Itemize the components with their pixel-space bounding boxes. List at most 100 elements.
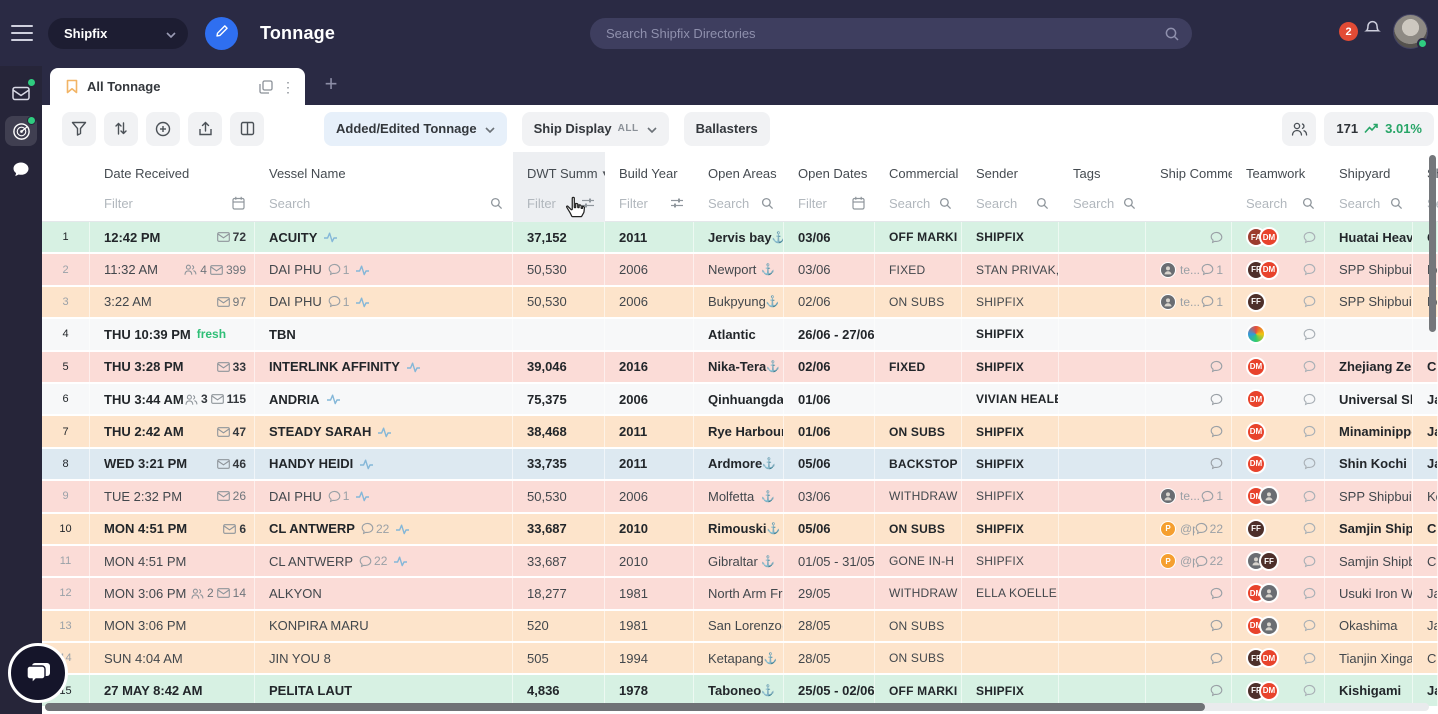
add-button[interactable] — [146, 111, 180, 146]
column-filter-shipyard[interactable]: Search — [1325, 188, 1413, 218]
table-row[interactable]: 2 11:32 AM 4 399 DAI PHU 1 50,530 2006 Newport ⚓ 0… — [42, 254, 1438, 287]
teamwork-comment-icon[interactable] — [1303, 652, 1316, 665]
columns-button[interactable] — [230, 111, 264, 146]
comment-count[interactable]: 22 — [1195, 522, 1223, 536]
teamwork-avatars[interactable]: FA DM — [1246, 227, 1279, 248]
search-icon[interactable] — [939, 197, 952, 210]
teamwork-avatars[interactable]: DM — [1246, 421, 1266, 442]
teamwork-comment-icon[interactable] — [1303, 263, 1316, 276]
user-avatar[interactable] — [1393, 14, 1428, 49]
add-comment-icon[interactable] — [1210, 457, 1223, 470]
teamwork-avatars[interactable]: FF DM — [1246, 680, 1279, 701]
activity-pulse-icon[interactable] — [395, 523, 410, 535]
teamwork-avatars[interactable]: DM — [1246, 615, 1279, 636]
search-icon[interactable] — [1123, 197, 1136, 210]
add-comment-icon[interactable] — [1210, 619, 1223, 632]
activity-pulse-icon[interactable] — [323, 231, 338, 243]
comment-count[interactable]: 1 — [1201, 295, 1223, 309]
table-row[interactable]: 12 MON 3:06 PM 2 14 ALKYON 18,277 1981 North Ar… — [42, 578, 1438, 611]
teamwork-avatars[interactable]: DM — [1246, 389, 1266, 410]
teamwork-avatars[interactable]: DM — [1246, 583, 1279, 604]
shared-users-button[interactable] — [1282, 111, 1317, 146]
vessel-comment-count[interactable]: 22 — [361, 522, 389, 536]
table-row[interactable]: 9 TUE 2:32 PM 26 DAI PHU 1 50,530 2006 Molfetta… — [42, 481, 1438, 514]
column-filter-sender[interactable]: Search — [962, 188, 1059, 218]
teamwork-comment-icon[interactable] — [1303, 457, 1316, 470]
column-header-commercial-s[interactable]: Commercial S — [875, 160, 962, 186]
teamwork-comment-icon[interactable] — [1303, 425, 1316, 438]
vessel-comment-count[interactable]: 1 — [328, 295, 349, 309]
add-comment-icon[interactable] — [1210, 587, 1223, 600]
teamwork-comment-icon[interactable] — [1303, 295, 1316, 308]
column-header-sender[interactable]: Sender — [962, 160, 1059, 186]
sidebar-item-chat[interactable] — [5, 154, 37, 184]
compose-button[interactable] — [205, 16, 238, 50]
hamburger-menu-icon[interactable] — [11, 25, 33, 41]
column-header-tags[interactable]: Tags — [1059, 160, 1146, 186]
search-icon[interactable] — [1390, 197, 1403, 210]
column-header-open-dates[interactable]: Open Dates — [784, 160, 875, 186]
table-row[interactable]: 7 THU 2:42 AM 47 STEADY SARAH 38,468 2011 Rye … — [42, 416, 1438, 449]
sort-button[interactable] — [104, 111, 138, 146]
column-header-date-received[interactable]: Date Received — [90, 160, 255, 186]
teamwork-avatars[interactable]: FF DM — [1246, 648, 1279, 669]
column-header-shipyard[interactable]: Shipyard — [1325, 160, 1413, 186]
ballasters-button[interactable]: Ballasters — [683, 111, 770, 146]
new-tab-button[interactable]: + — [324, 71, 338, 96]
table-row[interactable]: 3 3:22 AM 97 DAI PHU 1 50,530 2006 Bukpyung ⚓ 02/… — [42, 286, 1438, 320]
workspace-selector[interactable]: Shipfix — [48, 17, 188, 49]
teamwork-comment-icon[interactable] — [1303, 587, 1316, 600]
column-filter-date-received[interactable]: Filter — [90, 188, 255, 218]
duplicate-icon[interactable] — [259, 79, 273, 94]
comment-count[interactable]: 22 — [1195, 554, 1223, 568]
column-filter-commercial-s[interactable]: Search — [875, 188, 962, 218]
vertical-scrollbar[interactable] — [1429, 155, 1436, 332]
column-header-vessel-name[interactable]: Vessel Name — [255, 160, 513, 186]
add-comment-icon[interactable] — [1210, 393, 1223, 406]
teamwork-avatars[interactable]: DM — [1246, 356, 1266, 377]
column-filter-tags[interactable]: Search — [1059, 188, 1146, 218]
sidebar-item-inbox[interactable] — [5, 78, 37, 108]
teamwork-comment-icon[interactable] — [1303, 360, 1316, 373]
teamwork-comment-icon[interactable] — [1303, 684, 1316, 697]
activity-pulse-icon[interactable] — [355, 490, 370, 502]
activity-pulse-icon[interactable] — [393, 555, 408, 567]
activity-pulse-icon[interactable] — [359, 458, 374, 470]
horizontal-scrollbar-track[interactable] — [45, 703, 1429, 711]
search-icon[interactable] — [761, 197, 774, 210]
teamwork-comment-icon[interactable] — [1303, 231, 1316, 244]
column-header-build-year[interactable]: Build Year — [605, 160, 694, 186]
table-row[interactable]: 5 THU 3:28 PM 33 INTERLINK AFFINITY 39,046 20… — [42, 351, 1438, 384]
filter-button[interactable] — [62, 111, 96, 146]
comment-count[interactable]: 1 — [1201, 489, 1223, 503]
global-search-input[interactable]: Search Shipfix Directories — [590, 18, 1192, 49]
column-filter-open-areas[interactable]: Search — [694, 188, 784, 218]
calendar-icon[interactable] — [232, 196, 245, 210]
tab-all-tonnage[interactable]: All Tonnage ⋮ — [50, 68, 305, 105]
teamwork-comment-icon[interactable] — [1303, 393, 1316, 406]
teamwork-avatars[interactable]: FF DM — [1246, 259, 1279, 280]
activity-pulse-icon[interactable] — [326, 393, 341, 405]
vessel-comment-count[interactable]: 22 — [359, 554, 387, 568]
search-icon[interactable] — [1302, 197, 1315, 210]
column-header-blank[interactable] — [42, 160, 90, 186]
add-comment-icon[interactable] — [1210, 684, 1223, 697]
activity-pulse-icon[interactable] — [406, 361, 421, 373]
column-header-ship-commen[interactable]: Ship Commen — [1146, 160, 1232, 186]
teamwork-avatars[interactable]: FF — [1246, 518, 1266, 539]
table-row[interactable]: 1 12:42 PM 72 ACUITY 37,152 2011 Jervis bay ⚓ 03… — [42, 222, 1438, 255]
table-row[interactable]: 14 SUN 4:04 AM JIN YOU 8 505 1994 Ketapang ⚓ 28… — [42, 643, 1438, 676]
column-header-teamwork[interactable]: Teamwork — [1232, 160, 1325, 186]
column-filter-vessel-name[interactable]: Search — [255, 188, 513, 218]
teamwork-comment-icon[interactable] — [1303, 490, 1316, 503]
horizontal-scrollbar-thumb[interactable] — [45, 703, 1205, 711]
comment-count[interactable]: 1 — [1201, 263, 1223, 277]
teamwork-comment-icon[interactable] — [1303, 619, 1316, 632]
search-icon[interactable] — [490, 197, 503, 210]
sidebar-item-tonnage[interactable] — [5, 116, 37, 146]
support-chat-widget[interactable] — [8, 643, 68, 703]
search-icon[interactable] — [1036, 197, 1049, 210]
table-row[interactable]: 4 THU 10:39 PM fresh TBN Atlantic 26/06 - 27/… — [42, 319, 1438, 352]
teamwork-avatars[interactable] — [1246, 324, 1266, 345]
ship-display-dropdown[interactable]: Ship Display ALL — [521, 111, 669, 146]
